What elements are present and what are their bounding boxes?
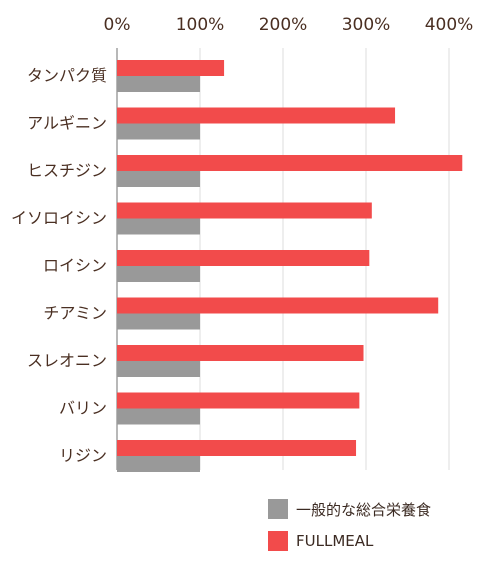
- category-label: バリン: [59, 399, 107, 418]
- bar-fullmeal: [117, 440, 357, 456]
- legend: 一般的な総合栄養食 FULLMEAL: [268, 497, 431, 561]
- bar-general: [117, 361, 200, 377]
- x-tick-label: 0%: [104, 15, 131, 35]
- bar-general: [117, 313, 200, 330]
- category-label: アルギニン: [27, 114, 107, 133]
- bar-fullmeal: [117, 392, 360, 409]
- legend-swatch-general: [268, 499, 288, 519]
- category-label: タンパク質: [27, 66, 107, 85]
- x-tick-label: 100%: [176, 15, 225, 35]
- x-tick-label: 200%: [259, 15, 308, 35]
- x-tick-label: 300%: [342, 15, 391, 35]
- bar-fullmeal: [117, 250, 370, 266]
- category-label: チアミン: [43, 304, 107, 323]
- legend-label-general: 一般的な総合栄養食: [296, 500, 432, 519]
- category-label: イソロイシン: [11, 209, 107, 228]
- bar-fullmeal: [117, 107, 396, 124]
- bar-fullmeal: [117, 202, 372, 219]
- category-label: ロイシン: [43, 256, 107, 275]
- bar-fullmeal: [117, 345, 364, 361]
- category-label: スレオニン: [27, 351, 107, 370]
- bar-fullmeal: [117, 297, 439, 314]
- x-axis-ticks: 0% 100% 200% 300% 400%: [104, 15, 474, 35]
- legend-swatch-fullmeal: [268, 531, 288, 551]
- bar-general: [117, 123, 200, 140]
- bar-general: [117, 408, 200, 425]
- legend-item-fullmeal: FULLMEAL: [268, 529, 431, 553]
- bars: [117, 60, 463, 472]
- bar-general: [117, 171, 200, 187]
- bar-general: [117, 456, 200, 472]
- bar-general: [117, 266, 200, 282]
- x-tick-label: 400%: [425, 15, 474, 35]
- bar-general: [117, 76, 200, 92]
- legend-label-fullmeal: FULLMEAL: [296, 532, 374, 550]
- category-label: リジン: [59, 446, 107, 465]
- bar-fullmeal: [117, 155, 463, 171]
- bar-fullmeal: [117, 60, 225, 76]
- bar-general: [117, 218, 200, 235]
- bar-chart: 0% 100% 200% 300% 400% タンパク質アルギニンヒスチジンイソロイシン…: [11, 15, 474, 472]
- category-label: ヒスチジン: [27, 161, 107, 180]
- legend-item-general: 一般的な総合栄養食: [268, 497, 431, 521]
